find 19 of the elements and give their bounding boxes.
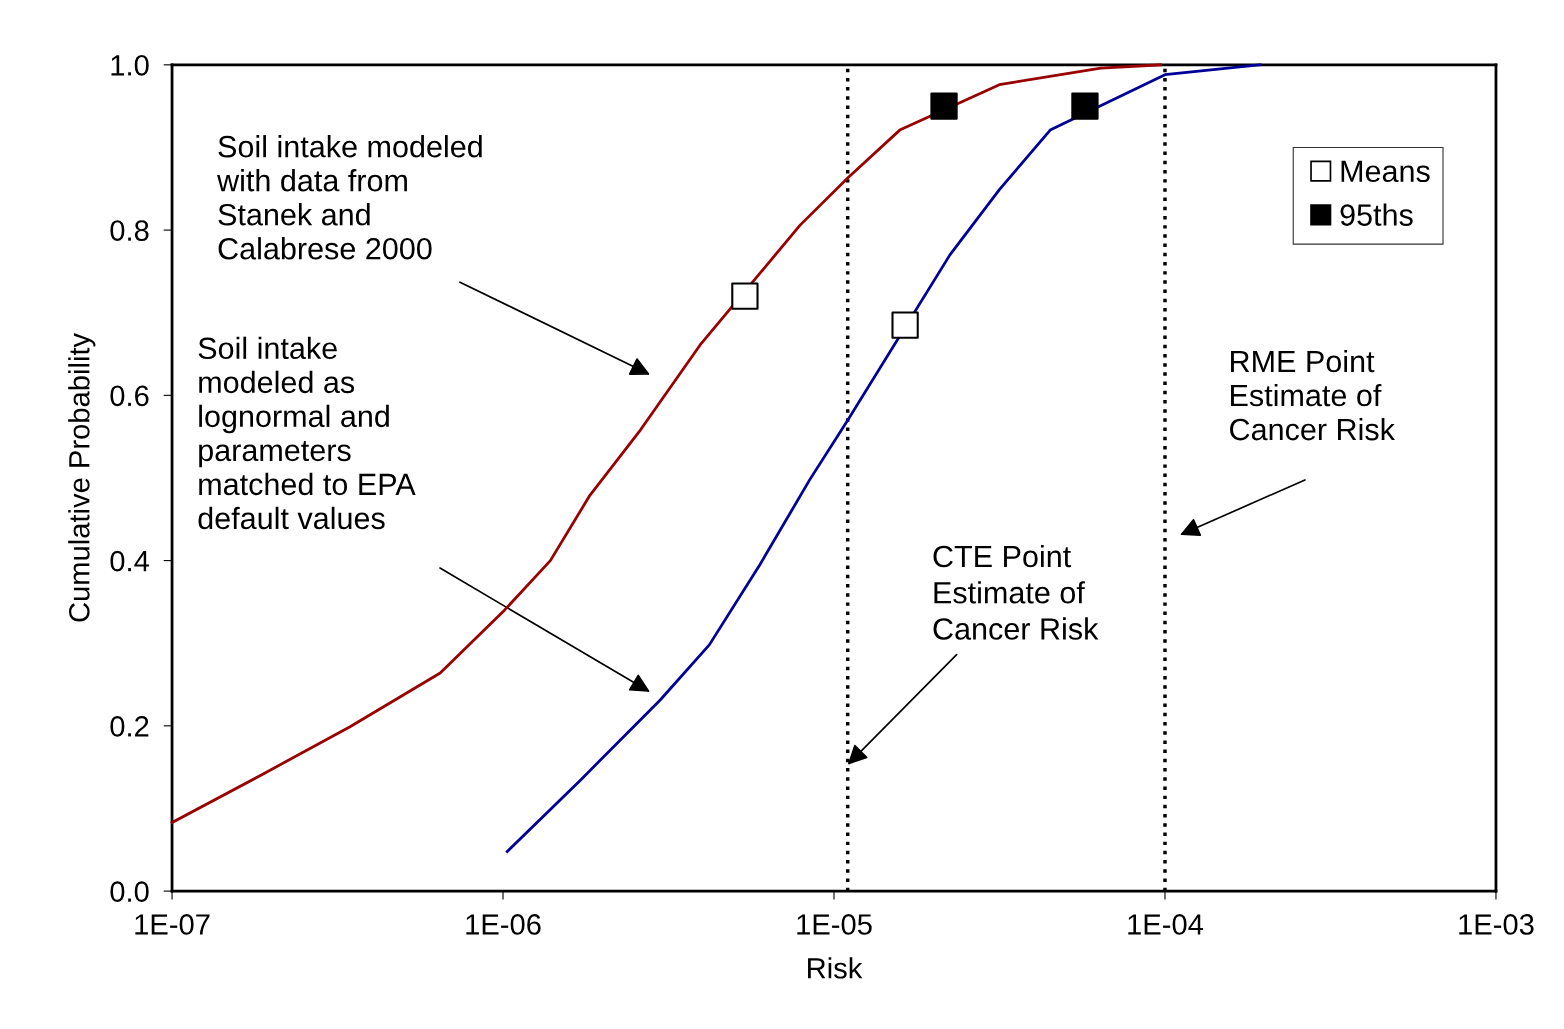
x-tick-label: 1E-06 [466,914,541,935]
y-tick-label: 0.0 [110,881,149,902]
y-tick-label: 0.2 [110,716,149,737]
y-tick-label: 1.0 [111,55,149,76]
y-tick-label: 0.8 [110,220,149,241]
y-axis-title: Cumulative Probability [68,332,96,622]
y-tick-label: 0.6 [110,385,149,407]
annotation: Soil intake modeled as lognormal and parameters matched to EPA default values [198,336,416,530]
annotation: Soil intake modeled with data from Stanek and Calabrese 2000 [217,135,482,260]
y-tick-label: 0.4 [110,550,149,572]
annotation: RME Point Estimate of Cancer Risk [1230,349,1395,441]
x-tick-label: 1E-04 [1128,914,1204,935]
annotation: CTE Point Estimate of Cancer Risk [933,544,1099,640]
x-tick-label: 1E-05 [797,914,872,935]
x-tick-label: 1E-07 [135,914,210,935]
legend-label: 95ths [1340,203,1413,226]
legend-label: Means [1341,160,1430,183]
x-tick-label: 1E-03 [1459,914,1534,935]
x-axis-title: Risk [808,957,863,979]
